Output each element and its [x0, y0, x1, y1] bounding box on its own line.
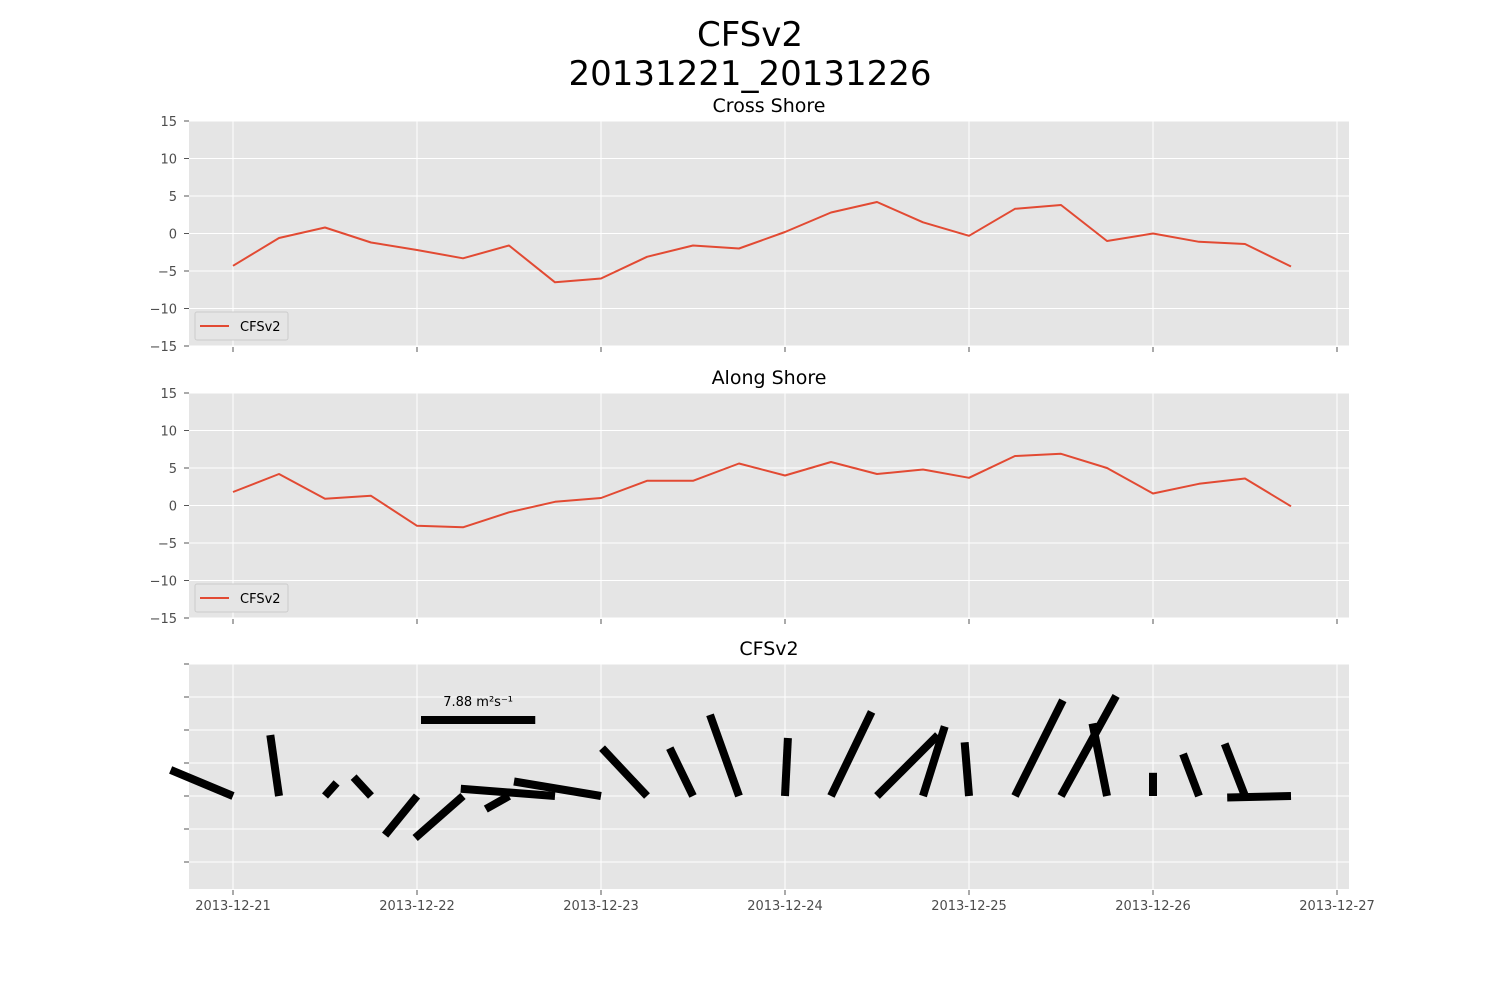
wind-vector — [827, 710, 876, 798]
wind-vector — [350, 774, 374, 799]
x-tick-label: 2013-12-21 — [195, 899, 271, 914]
figure-title-line-1: CFSv2 — [697, 15, 803, 55]
wind-vector — [960, 742, 973, 797]
wind-vector — [266, 734, 283, 797]
wind-vector — [874, 732, 941, 799]
wind-vector — [1227, 792, 1292, 802]
y-tick-label: −15 — [150, 340, 177, 355]
wind-vector — [483, 792, 511, 813]
wind-vector — [706, 713, 743, 798]
wind-vector-panel: 2013-12-21 2013-12-22 2013-12-23 2013-12-24… — [169, 638, 1375, 914]
series-line-cfsv2 — [232, 201, 1292, 284]
wind-vector — [1057, 694, 1120, 798]
wind-vector — [412, 792, 466, 842]
x-tick-label: 2013-12-25 — [931, 899, 1007, 914]
y-tick-label: 0 — [169, 500, 177, 515]
wind-vector — [1179, 752, 1203, 798]
y-tick-label: 5 — [169, 190, 177, 205]
wind-vector — [381, 793, 421, 838]
legend: CFSv2 — [194, 311, 289, 341]
x-tick-label: 2013-12-22 — [379, 899, 455, 914]
y-tick-label: 15 — [160, 387, 177, 402]
wind-vector — [781, 737, 792, 797]
legend-box — [194, 311, 289, 341]
wind-vector — [460, 784, 556, 800]
y-tick-label: −15 — [150, 612, 177, 627]
wind-vector — [599, 745, 650, 799]
legend: CFSv2 — [194, 583, 289, 613]
y-tick-label: 5 — [169, 462, 177, 477]
wind-vector — [1088, 722, 1111, 797]
legend-label: CFSv2 — [240, 592, 281, 607]
y-tick-label: 10 — [160, 153, 177, 168]
y-tick-label: −5 — [158, 265, 177, 280]
wind-vector — [169, 766, 235, 800]
y-tick-label: −5 — [158, 537, 177, 552]
legend-box — [194, 583, 289, 613]
y-tick-label: 10 — [160, 425, 177, 440]
figure-title-line-2: 20131221_20131226 — [568, 54, 931, 94]
x-tick-label: 2013-12-27 — [1299, 899, 1375, 914]
cross-shore-panel: 15 10 5 0 −5 −10 −15 Cross Shore CFSv2 — [150, 95, 1349, 355]
x-tick-label: 2013-12-24 — [747, 899, 823, 914]
quiver-key-label: 7.88 m²s⁻¹ — [443, 695, 513, 710]
y-tick-label: 0 — [169, 228, 177, 243]
series-line-cfsv2 — [232, 452, 1292, 529]
y-tick-label: −10 — [150, 575, 177, 590]
panel-title: CFSv2 — [739, 638, 798, 660]
wind-vector — [919, 725, 949, 798]
x-tick-label: 2013-12-26 — [1115, 899, 1191, 914]
x-tick-label: 2013-12-23 — [563, 899, 639, 914]
wind-vector — [513, 777, 602, 800]
y-tick-label: −10 — [150, 303, 177, 318]
legend-label: CFSv2 — [240, 320, 281, 335]
wind-vector — [666, 746, 697, 798]
y-tick-label: 15 — [160, 115, 177, 130]
wind-vector — [1011, 698, 1067, 798]
wind-vector — [322, 780, 340, 799]
wind-vector — [1220, 742, 1249, 798]
panel-title: Cross Shore — [713, 95, 826, 117]
along-shore-panel: 15 10 5 0 −5 −10 −15 Along Shore CFSv2 — [150, 367, 1349, 627]
panel-title: Along Shore — [712, 367, 827, 389]
plot-area — [189, 664, 1349, 889]
